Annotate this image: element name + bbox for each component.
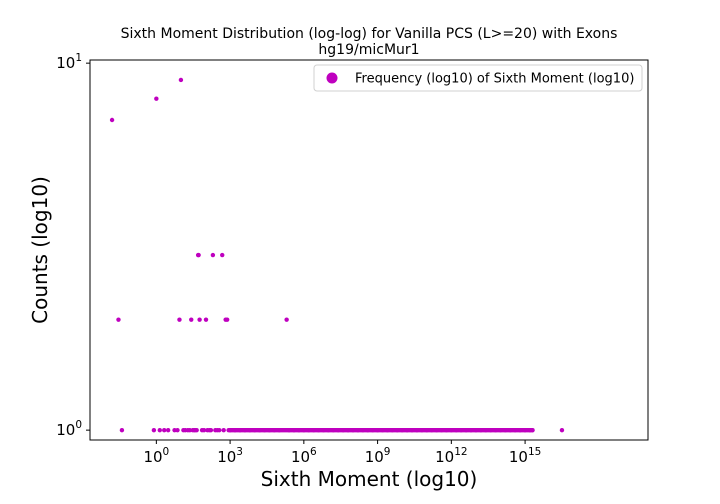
x-tick-label: 100 <box>143 446 169 466</box>
data-point <box>201 427 207 433</box>
data-point <box>284 317 289 322</box>
data-point <box>151 427 157 433</box>
data-point <box>208 427 214 433</box>
legend-marker <box>326 72 338 84</box>
data-point <box>119 427 125 433</box>
x-tick-label: 109 <box>365 446 391 466</box>
data-point <box>203 317 209 322</box>
data-point <box>210 252 216 258</box>
data-point <box>116 317 121 322</box>
data-point <box>224 317 230 322</box>
data-point <box>197 317 202 322</box>
chart-subtitle: hg19/micMur1 <box>318 42 419 58</box>
axis-ticks: 100 103 106 109 1012 1015 100 101 <box>56 52 541 466</box>
legend: Frequency (log10) of Sixth Moment (log10… <box>313 64 643 92</box>
x-tick-label: 106 <box>291 446 317 466</box>
data-point <box>154 96 159 101</box>
legend-box <box>313 64 643 92</box>
data-point <box>220 252 225 258</box>
plot-area <box>109 77 565 433</box>
data-point <box>217 427 222 433</box>
x-tick-label: 1015 <box>509 446 541 466</box>
data-point <box>178 77 184 83</box>
data-point <box>109 117 115 123</box>
chart-title: Sixth Moment Distribution (log-log) for … <box>121 26 618 42</box>
data-point <box>189 317 194 322</box>
data-point <box>165 427 171 433</box>
data-point <box>157 427 162 433</box>
legend-label: Frequency (log10) of Sixth Moment (log10… <box>355 72 634 87</box>
x-axis-label: Sixth Moment (log10) <box>261 467 478 491</box>
y-tick-label: 101 <box>56 52 82 72</box>
data-point <box>221 427 226 433</box>
data-point <box>162 427 167 433</box>
y-axis-label: Counts (log10) <box>28 176 52 324</box>
x-tick-label: 103 <box>217 446 243 466</box>
y-tick-label: 100 <box>56 419 82 439</box>
data-point <box>559 427 565 433</box>
data-point <box>196 252 201 258</box>
data-point <box>175 427 180 433</box>
data-point <box>177 317 182 322</box>
x-tick-label: 1012 <box>435 446 467 466</box>
data-point <box>194 427 199 433</box>
plot-frame <box>89 59 649 441</box>
